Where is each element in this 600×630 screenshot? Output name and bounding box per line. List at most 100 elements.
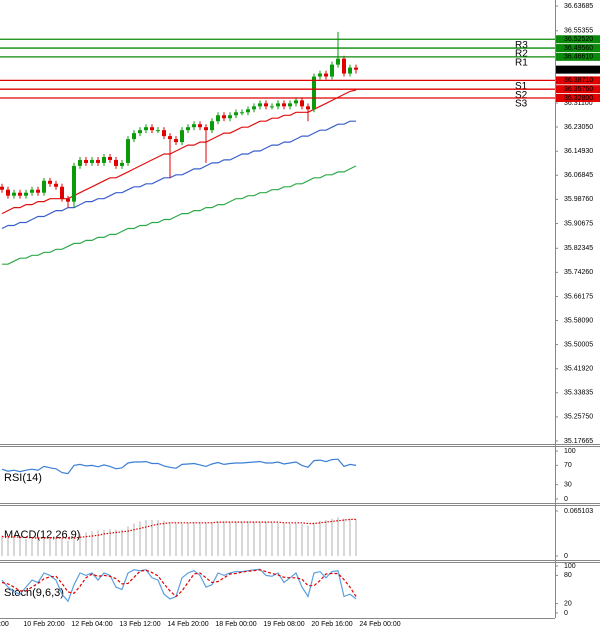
- y-tick-label: 20: [564, 600, 572, 607]
- candle-body: [12, 192, 16, 196]
- y-tick-label: 35.50005: [564, 341, 593, 348]
- series-line: [2, 165, 357, 265]
- macd-bar: [217, 521, 219, 556]
- macd-bar: [193, 522, 195, 556]
- macd-bar: [79, 533, 81, 556]
- macd-bar: [247, 521, 249, 556]
- candle-body: [42, 180, 46, 193]
- candle-body: [270, 106, 274, 108]
- candle-body: [162, 130, 166, 137]
- macd-bar: [265, 522, 267, 556]
- candle-body: [288, 103, 292, 107]
- candle-body: [84, 159, 88, 163]
- series-line: [1, 458, 357, 475]
- macd-bar: [337, 517, 339, 556]
- macd-bar: [169, 522, 171, 556]
- candle-body: [312, 76, 316, 110]
- x-tick-label: 24 Feb 00:00: [359, 621, 400, 628]
- macd-bar: [277, 522, 279, 556]
- pivot-name: R3: [515, 40, 528, 51]
- macd-bar: [211, 522, 213, 556]
- macd-bar: [25, 538, 27, 556]
- y-tick-label: 30: [564, 481, 572, 488]
- macd-bar: [301, 524, 303, 556]
- candle-body: [282, 103, 286, 107]
- series-line: [1, 569, 357, 598]
- macd-bar: [349, 518, 351, 556]
- candle-body: [138, 130, 142, 134]
- y-tick-label: 36.55355: [564, 28, 593, 35]
- pivot-label-box: [556, 85, 600, 94]
- candle-body: [348, 67, 352, 74]
- series-line: [1, 568, 357, 603]
- x-tick-label: 14 Feb 20:00: [167, 621, 208, 628]
- macd-bar: [325, 520, 327, 556]
- candle-body: [276, 103, 280, 107]
- candle-body: [150, 127, 154, 131]
- pivot-label-box: [556, 76, 600, 85]
- pivot-name: S2: [515, 90, 528, 101]
- macd-bar: [67, 540, 69, 556]
- pivot-label-box: [556, 35, 600, 44]
- x-tick-label: 20 Feb 16:00: [311, 621, 352, 628]
- macd-bar: [19, 538, 21, 556]
- candle-body: [114, 159, 118, 166]
- y-tick-label: 0: [564, 610, 568, 617]
- macd-bar: [307, 525, 309, 556]
- y-tick-label: 35.25750: [564, 414, 593, 421]
- macd-bar: [289, 523, 291, 556]
- candle-body: [6, 189, 10, 196]
- candle-body: [24, 192, 28, 196]
- pivot-name: S3: [515, 99, 528, 110]
- last-price-label: 36.42322: [564, 66, 593, 73]
- candle-body: [318, 73, 322, 77]
- candle-body: [306, 106, 310, 110]
- macd-bar: [139, 521, 141, 556]
- pivot-label: 36.46610: [564, 54, 593, 61]
- y-tick-label: 35.41920: [564, 366, 593, 373]
- candle-body: [102, 156, 106, 163]
- pivot-label-box: [556, 44, 600, 53]
- x-tick-label: 13 Feb 12:00: [119, 621, 160, 628]
- candle-body: [180, 130, 184, 143]
- candle-body: [72, 165, 76, 202]
- y-tick-label: 36.23050: [564, 124, 593, 131]
- macd-bar: [205, 522, 207, 556]
- macd-bar: [355, 519, 357, 556]
- candle-body: [108, 156, 112, 160]
- macd-bar: [313, 522, 315, 556]
- macd-bar: [133, 523, 135, 556]
- candle-body: [354, 67, 358, 70]
- series-line: [1, 120, 356, 230]
- candle-body: [78, 159, 82, 166]
- candle-body: [330, 64, 334, 77]
- candle-body: [132, 133, 136, 140]
- candle-body: [252, 106, 256, 110]
- candle-body: [336, 58, 340, 65]
- y-tick-label: 36.31100: [564, 100, 593, 107]
- y-tick-label: 100: [564, 448, 576, 455]
- pivot-label: 36.38710: [564, 77, 593, 84]
- x-tick-label: 18 Feb 00:00: [215, 621, 256, 628]
- macd-bar: [13, 537, 15, 556]
- macd-bar: [127, 526, 129, 556]
- pivot-label: 36.49560: [564, 45, 593, 52]
- pivot-name: R1: [515, 58, 528, 69]
- macd-bar: [157, 520, 159, 556]
- candle-body: [240, 112, 244, 114]
- macd-bar: [259, 521, 261, 556]
- candle-body: [126, 139, 130, 163]
- macd-bar: [37, 539, 39, 556]
- pivot-label-box: [556, 52, 600, 61]
- y-tick-label: 36.14930: [564, 148, 593, 155]
- macd-bar: [187, 522, 189, 556]
- candle-body: [144, 127, 148, 131]
- macd-bar: [97, 530, 99, 556]
- macd-bar: [1, 535, 3, 556]
- candle-body: [342, 58, 346, 74]
- pane-title: RSI(14): [4, 472, 42, 484]
